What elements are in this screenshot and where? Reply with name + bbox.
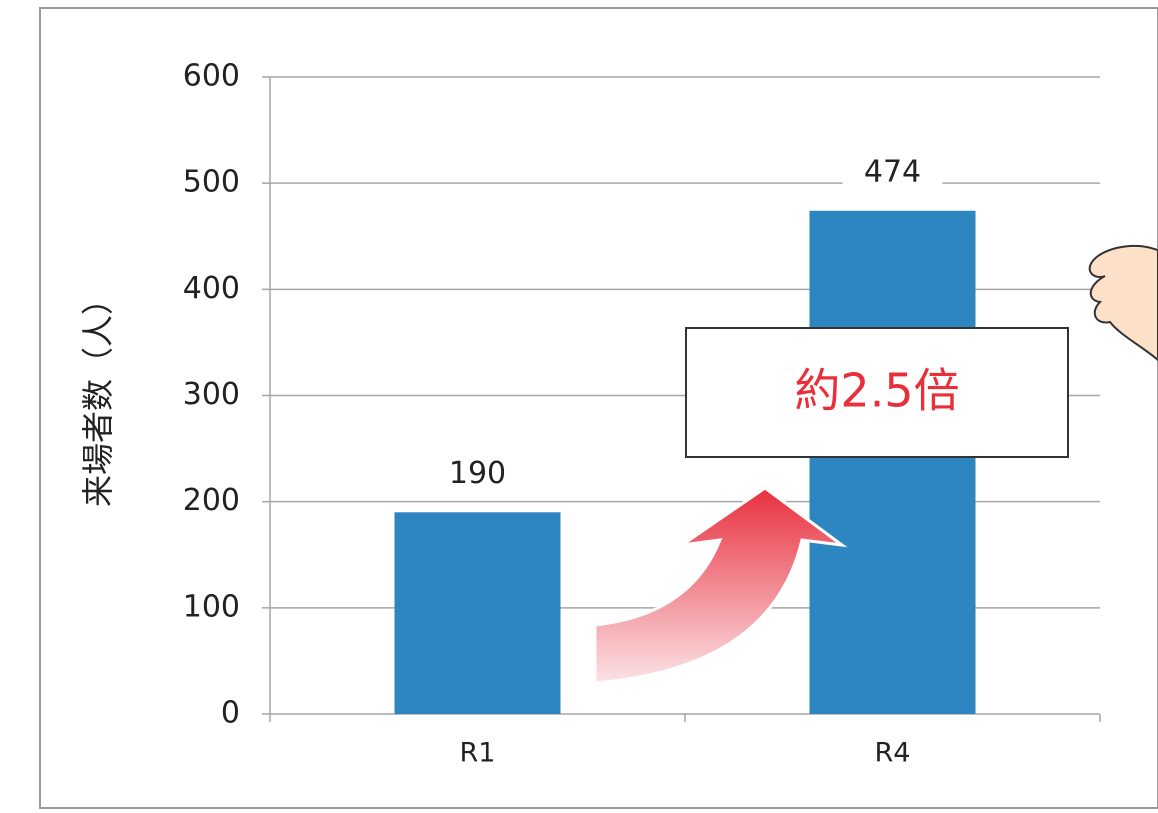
y-tick-label: 0 bbox=[221, 696, 240, 731]
y-tick-label: 200 bbox=[183, 483, 240, 518]
x-tick-label: R1 bbox=[460, 738, 496, 769]
value-label: 190 bbox=[449, 456, 506, 491]
chart: 0 100 200 300 400 500 600 R1 190 R4 474 来場者数（人） 約2… bbox=[0, 0, 1158, 809]
y-tick-label: 500 bbox=[183, 165, 240, 200]
value-label: 474 bbox=[864, 154, 921, 189]
bar bbox=[395, 512, 561, 714]
y-tick-label: 600 bbox=[183, 59, 240, 94]
bar bbox=[810, 211, 976, 714]
y-tick-label: 400 bbox=[183, 271, 240, 306]
y-axis-label: 来場者数（人） bbox=[79, 283, 117, 507]
x-tick-label: R4 bbox=[875, 738, 911, 769]
y-tick-label: 100 bbox=[183, 589, 240, 624]
y-tick-label: 300 bbox=[183, 377, 240, 412]
annotation: 約2.5倍 bbox=[794, 364, 959, 418]
